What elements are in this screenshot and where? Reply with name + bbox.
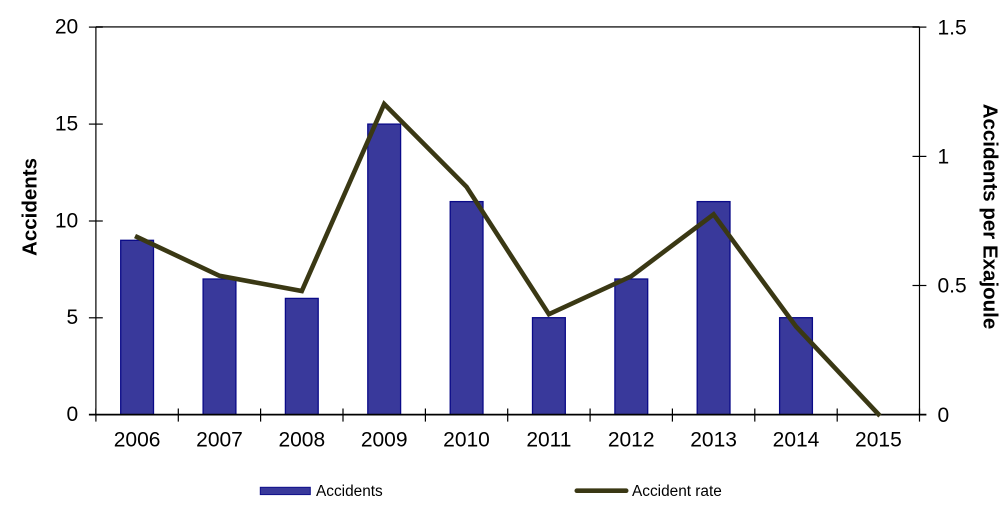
svg-text:0: 0: [938, 404, 950, 427]
svg-text:0: 0: [67, 403, 79, 426]
svg-text:1.5: 1.5: [938, 16, 967, 39]
svg-text:Accidents per Exajoule: Accidents per Exajoule: [979, 104, 1000, 330]
svg-text:5: 5: [67, 306, 79, 329]
svg-text:2009: 2009: [361, 429, 408, 452]
svg-text:2006: 2006: [114, 429, 161, 452]
svg-text:2007: 2007: [196, 429, 243, 452]
svg-text:2013: 2013: [690, 429, 737, 452]
svg-text:Accidents: Accidents: [316, 483, 383, 500]
svg-text:2015: 2015: [855, 429, 902, 452]
svg-text:10: 10: [55, 209, 78, 232]
svg-text:2011: 2011: [526, 429, 571, 452]
svg-text:1: 1: [938, 146, 950, 169]
svg-text:20: 20: [55, 16, 78, 39]
svg-text:Accident rate: Accident rate: [632, 483, 722, 500]
svg-text:0.5: 0.5: [938, 275, 967, 298]
svg-text:2010: 2010: [443, 429, 490, 452]
svg-text:2008: 2008: [278, 429, 325, 452]
svg-text:Accidents: Accidents: [19, 158, 42, 256]
svg-text:2014: 2014: [773, 429, 820, 452]
svg-text:2012: 2012: [608, 429, 655, 452]
svg-text:15: 15: [55, 113, 78, 136]
